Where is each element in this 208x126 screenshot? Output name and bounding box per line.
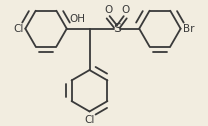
Text: Br: Br [183, 24, 194, 34]
Text: Cl: Cl [84, 115, 95, 125]
Text: Cl: Cl [13, 24, 23, 34]
Text: OH: OH [69, 14, 85, 24]
Text: O: O [104, 5, 112, 15]
Text: S: S [113, 22, 121, 35]
Text: O: O [121, 5, 129, 15]
